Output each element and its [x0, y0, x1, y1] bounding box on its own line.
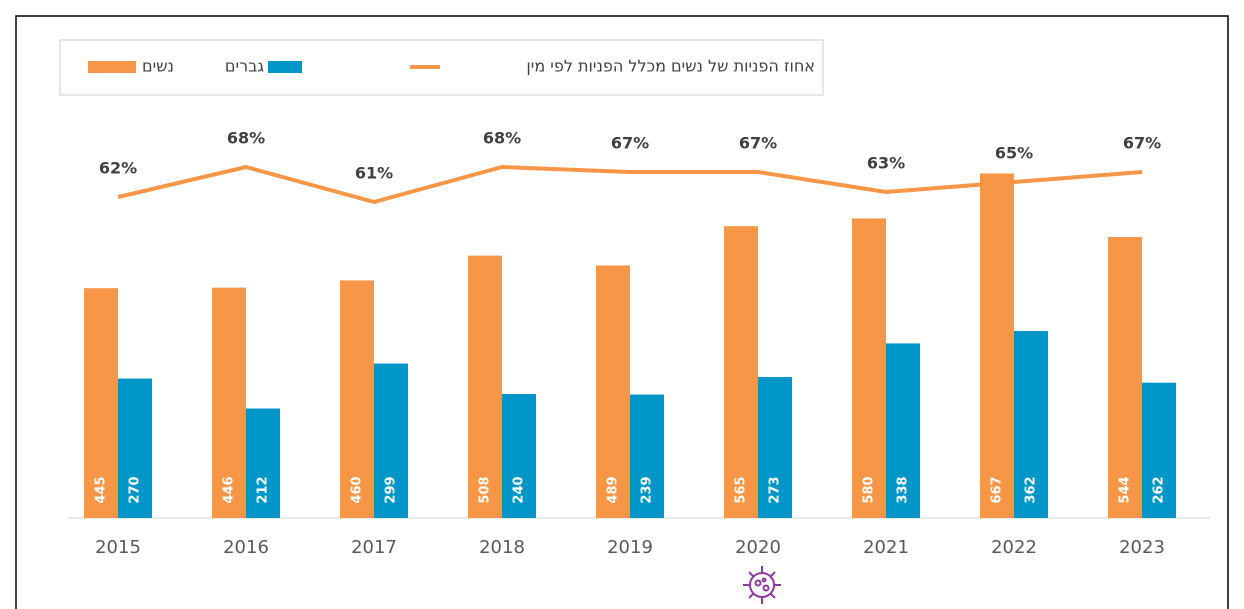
bar-value-label: 240 — [512, 476, 527, 503]
bar — [84, 288, 118, 518]
bar-value-label: 262 — [1152, 476, 1167, 503]
x-tick-label: 2019 — [607, 537, 653, 558]
virus-icon — [743, 566, 781, 604]
bar-value-label: 508 — [478, 476, 493, 503]
bar — [596, 265, 630, 518]
bar — [246, 408, 280, 518]
frame — [15, 15, 1229, 609]
line-value-label: 65% — [995, 144, 1033, 163]
x-tick-label: 2015 — [95, 537, 141, 558]
line-value-label: 62% — [99, 159, 137, 178]
bar-value-label: 446 — [222, 476, 237, 503]
legend-swatch — [88, 61, 136, 73]
bar — [980, 173, 1014, 518]
bar — [758, 376, 792, 518]
bar — [374, 363, 408, 518]
bar-value-label: 544 — [1118, 476, 1133, 503]
legend-label: נשים — [142, 57, 174, 76]
line-value-label: 67% — [739, 134, 777, 153]
legend-box — [59, 39, 824, 96]
x-tick-label: 2023 — [1119, 537, 1165, 558]
bar-value-label: 445 — [94, 476, 109, 503]
bar — [630, 394, 664, 518]
bar — [1014, 331, 1048, 518]
line-value-label: 61% — [355, 164, 393, 183]
x-tick-label: 2022 — [991, 537, 1037, 558]
bar — [724, 226, 758, 519]
bar — [340, 280, 374, 518]
legend-label: גברים — [225, 57, 264, 76]
bar — [468, 255, 502, 519]
x-tick-label: 2018 — [479, 537, 525, 558]
legend-swatch — [268, 61, 302, 73]
line-value-label: 68% — [227, 129, 265, 148]
bar-value-label: 565 — [734, 476, 749, 503]
line-value-label: 67% — [1123, 134, 1161, 153]
bar — [852, 218, 886, 518]
bar — [212, 287, 246, 518]
bar-value-label: 338 — [896, 476, 911, 503]
bar-value-label: 489 — [606, 476, 621, 503]
bar — [1108, 237, 1142, 519]
bar-value-label: 580 — [862, 476, 877, 503]
bar-value-label: 270 — [128, 476, 143, 503]
bar — [1142, 382, 1176, 518]
bar-value-label: 460 — [350, 476, 365, 503]
line-value-label: 67% — [611, 134, 649, 153]
bar-value-label: 212 — [256, 476, 271, 503]
bar-value-label: 299 — [384, 476, 399, 503]
line-value-label: 63% — [867, 154, 905, 173]
bar-value-label: 667 — [990, 476, 1005, 503]
line-value-label: 68% — [483, 129, 521, 148]
bar — [118, 378, 152, 518]
bar — [502, 394, 536, 518]
x-tick-label: 2017 — [351, 537, 397, 558]
bar-value-label: 273 — [768, 476, 783, 503]
bar-value-label: 239 — [640, 476, 655, 503]
line — [117, 165, 1143, 204]
bar-value-label: 362 — [1024, 476, 1039, 503]
legend-label: אחוז הפניות של נשים מכלל הפניות לפי מין — [526, 57, 815, 76]
x-tick-label: 2021 — [863, 537, 909, 558]
bar — [886, 343, 920, 518]
x-tick-label: 2020 — [735, 537, 781, 558]
x-tick-label: 2016 — [223, 537, 269, 558]
